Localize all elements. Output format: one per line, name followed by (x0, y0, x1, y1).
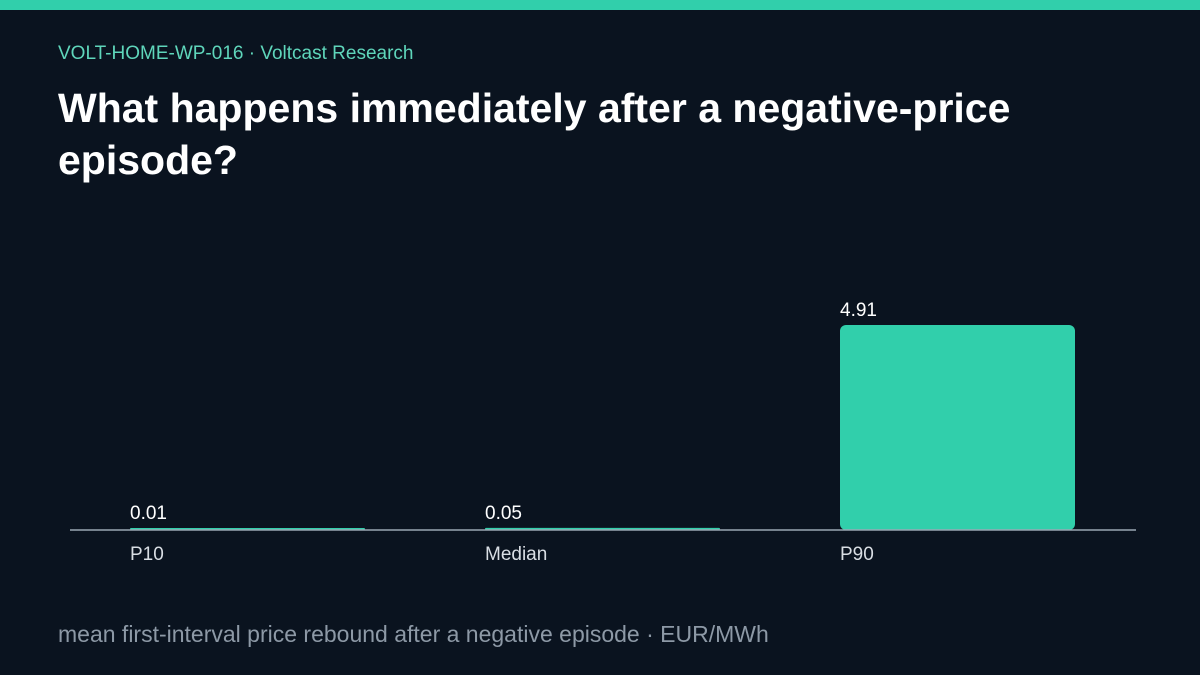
top-accent-bar (0, 0, 1200, 10)
value-label: 0.01 (130, 503, 167, 524)
chart-footnote: mean first-interval price rebound after … (58, 621, 769, 647)
category-label: Median (485, 544, 547, 565)
page-title: What happens immediately after a negativ… (58, 85, 1011, 183)
bar-p90 (840, 325, 1075, 530)
bars-group (130, 325, 1075, 530)
report-kicker: VOLT-HOME-WP-016 · Voltcast Research (58, 43, 414, 64)
value-label: 4.91 (840, 300, 877, 321)
category-label: P10 (130, 544, 164, 565)
value-label: 0.05 (485, 503, 522, 524)
category-label: P90 (840, 544, 874, 565)
labels-group: 0.01 P10 0.05 Median 4.91 P90 (130, 300, 877, 565)
